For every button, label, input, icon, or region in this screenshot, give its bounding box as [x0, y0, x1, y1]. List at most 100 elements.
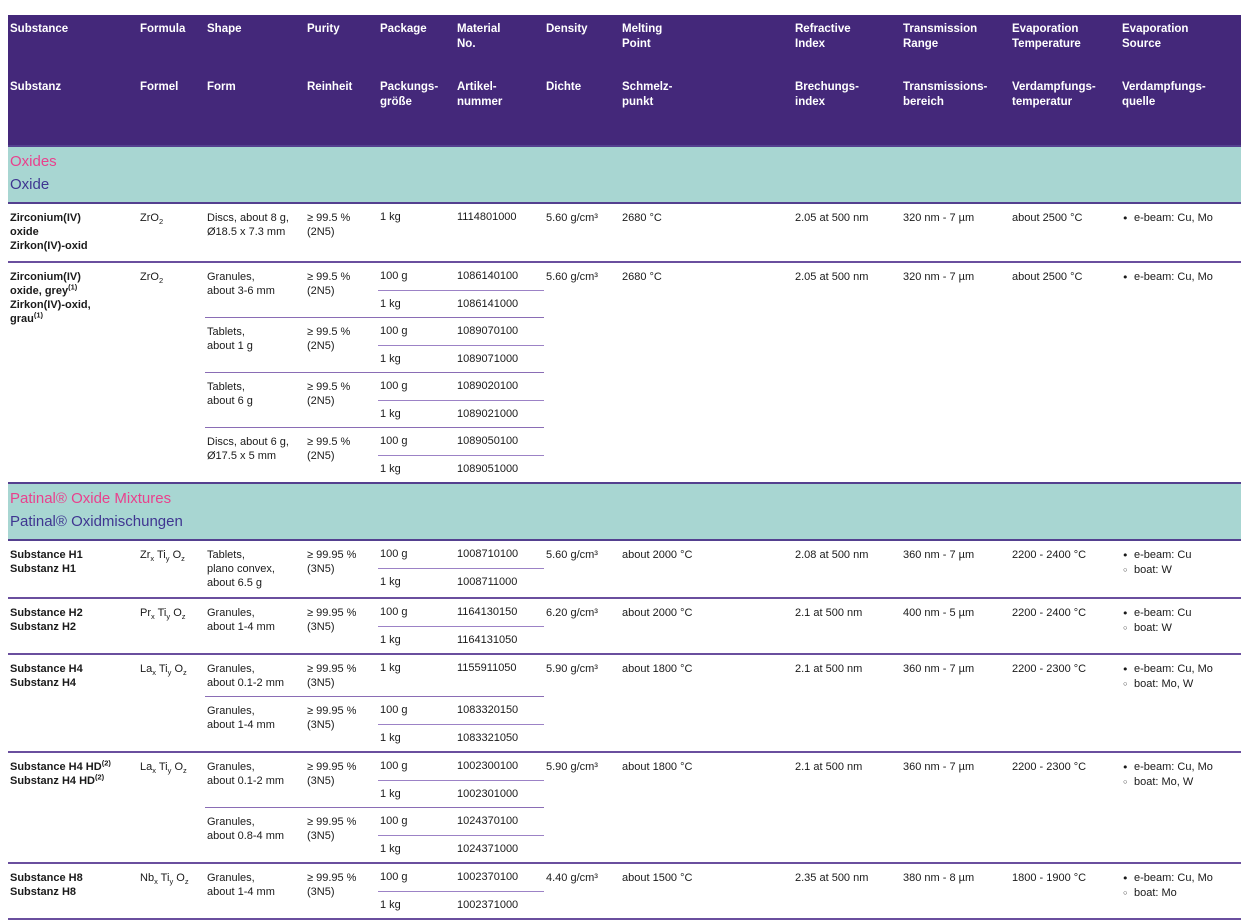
formula-part: ZrO2	[140, 212, 163, 225]
footnote-marker: (2)	[94, 772, 105, 782]
substance-name-cell: Substance H1 Substanz H1	[8, 541, 138, 584]
shape-group: Granules, about 1-4 mm ≥ 99.95 % (3N5) 1…	[205, 696, 544, 751]
package-size: 1 kg	[380, 576, 401, 588]
shape-groups: Granules, about 1-4 mm ≥ 99.95 % (3N5) 1…	[205, 864, 544, 918]
formula-part: Tiy	[158, 761, 172, 774]
formula-part: Lax	[140, 663, 156, 676]
table-section: Patinal® Oxide Mixtures Patinal® Oxidmis…	[8, 482, 1241, 918]
package-row: 1 kg 1002301000	[378, 780, 544, 807]
refractive-index-cell: 2.1 at 500 nm	[795, 761, 863, 773]
formula-text: O	[174, 761, 183, 773]
column-label-en: Material No.	[457, 23, 501, 50]
package-row: 1 kg 1114801000	[378, 204, 544, 231]
bullet-icon: •	[1122, 271, 1129, 284]
formula-text: Ti	[157, 549, 166, 561]
formula-text: La	[140, 663, 153, 675]
material-number: 1164131050	[457, 634, 518, 646]
column-label-en: Evaporation Source	[1122, 23, 1189, 50]
source-text: boat: Mo, W	[1134, 776, 1194, 788]
formula-text: Zr	[140, 549, 151, 561]
substance-name-de: Zirkon(IV)-oxid, grau(1)	[10, 299, 91, 325]
formula-part: Tiy	[157, 549, 170, 562]
shape-groups: Granules, about 0.1-2 mm ≥ 99.95 % (3N5)…	[205, 753, 544, 862]
substance-name-cell: Substance H2 Substanz H2	[8, 599, 138, 642]
evaporation-temperature-cell: 2200 - 2300 °C	[1012, 761, 1087, 773]
package-size: 1 kg	[380, 634, 401, 646]
formula-cell: Lax Tiy Oz	[138, 655, 205, 684]
source-item: • e-beam: Cu, Mo	[1122, 270, 1239, 285]
formula-text: Ti	[160, 872, 170, 884]
transmission-range-cell: 360 nm - 7 µm	[903, 761, 975, 773]
purity-cell: ≥ 99.5 % (2N5)	[307, 212, 351, 238]
formula-text: ZrO	[140, 271, 159, 283]
shape-cell: Granules, about 0.1-2 mm	[207, 761, 285, 787]
package-row: 1 kg 1155911050	[378, 655, 544, 682]
source-item: • e-beam: Cu, Mo	[1122, 662, 1239, 677]
source-item: ◦ boat: Mo, W	[1122, 775, 1239, 790]
bullet-icon: ◦	[1122, 776, 1129, 789]
package-list: 1 kg 1114801000	[378, 204, 544, 231]
shape-groups: Granules, about 1-4 mm ≥ 99.95 % (3N5) 1…	[205, 599, 544, 653]
material-number: 1086141000	[457, 298, 519, 310]
package-row: 100 g 1083320150	[378, 697, 544, 724]
source-item: • e-beam: Cu, Mo	[1122, 760, 1239, 775]
material-number: 1089020100	[457, 380, 519, 392]
package-row: 1 kg 1086141000	[378, 290, 544, 317]
bullet-icon: ◦	[1122, 622, 1129, 635]
column-header-evaporation-source: Evaporation Source Verdampfungs- quelle	[1120, 22, 1241, 139]
package-row: 100 g 1002370100	[378, 864, 544, 891]
shape-cell: Tablets, about 6 g	[207, 381, 253, 407]
shape-group: Granules, about 1-4 mm ≥ 99.95 % (3N5) 1…	[205, 864, 544, 918]
evaporation-temperature-cell: 1800 - 1900 °C	[1012, 872, 1087, 884]
column-header-material-no: Material No. Artikel- nummer	[455, 22, 544, 139]
formula-subscript: y	[169, 877, 174, 887]
substance-name-de: Substanz H4 HD(2)	[10, 772, 105, 787]
source-text: e-beam: Cu	[1134, 549, 1192, 561]
source-text: boat: W	[1134, 622, 1172, 634]
column-header-formula: Formula Formel	[138, 22, 205, 139]
column-label-de: Brechungs- index	[795, 81, 859, 108]
column-header-density: Density Dichte	[544, 22, 620, 139]
formula-part: ZrO2	[140, 271, 163, 284]
column-label-de: Form	[207, 81, 236, 93]
shape-cell: Granules, about 1-4 mm	[207, 607, 275, 633]
formula-text: Ti	[158, 761, 168, 773]
source-text: e-beam: Cu, Mo	[1134, 872, 1213, 884]
package-list: 100 g 1083320150 1 kg 1083321050	[378, 697, 544, 751]
column-header-purity: Purity Reinheit	[305, 22, 378, 139]
package-size: 1 kg	[380, 899, 401, 911]
formula-text: O	[172, 549, 182, 561]
shape-groups: Granules, about 0.1-2 mm ≥ 99.95 % (3N5)…	[205, 655, 544, 751]
material-number: 1114801000	[457, 211, 517, 223]
package-size: 1 kg	[380, 788, 401, 800]
package-size: 1 kg	[380, 662, 401, 674]
shape-group: Granules, about 0.8-4 mm ≥ 99.95 % (3N5)…	[205, 807, 544, 862]
column-label-de: Dichte	[546, 81, 582, 93]
source-item: ◦ boat: W	[1122, 621, 1239, 636]
transmission-range-cell: 380 nm - 8 µm	[903, 872, 975, 884]
substance-name-de: Substanz H1	[10, 563, 77, 575]
package-list: 100 g 1002370100 1 kg 1002371000	[378, 864, 544, 918]
density-cell: 6.20 g/cm³	[546, 607, 598, 619]
formula-part: Oz	[176, 872, 188, 885]
formula-part: Nbx	[140, 872, 158, 885]
package-row: 100 g 1008710100	[378, 541, 544, 568]
purity-cell: ≥ 99.95 % (3N5)	[307, 705, 357, 731]
transmission-range-cell: 320 nm - 7 µm	[903, 212, 975, 224]
shape-group: Tablets, plano convex, about 6.5 g ≥ 99.…	[205, 541, 544, 596]
substance-name-de: Substanz H4	[10, 677, 77, 689]
formula-subscript: z	[183, 668, 187, 678]
section-rows: Substance H1 Substanz H1 Zrx Tiy Oz Tabl…	[8, 541, 1241, 918]
package-row: 100 g 1164130150	[378, 599, 544, 626]
formula-text: Ti	[158, 663, 168, 675]
column-header-refractive-index: Refractive Index Brechungs- index	[793, 22, 901, 139]
source-text: boat: Mo	[1134, 887, 1177, 899]
formula-cell: Prx Tiy Oz	[138, 599, 205, 628]
column-label-en: Package	[380, 23, 427, 35]
formula-part: Tiy	[158, 663, 172, 676]
shape-cell: Granules, about 0.8-4 mm	[207, 816, 285, 842]
column-header-shape: Shape Form	[205, 22, 305, 139]
evaporation-temperature-cell: 2200 - 2300 °C	[1012, 663, 1087, 675]
purity-cell: ≥ 99.95 % (3N5)	[307, 549, 357, 575]
column-label-de: Artikel- nummer	[457, 81, 503, 108]
